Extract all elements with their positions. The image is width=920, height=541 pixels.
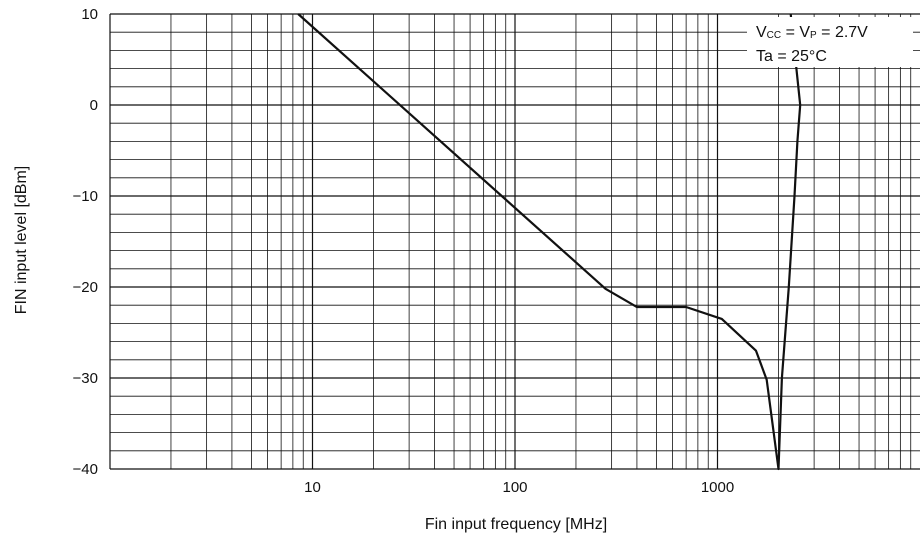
x-tick-label: 100	[502, 479, 527, 496]
y-tick-label: −10	[73, 188, 98, 205]
series-layer	[297, 13, 802, 471]
annotation-line-2: Ta = 25°C	[756, 48, 827, 65]
y-tick-label: −30	[73, 370, 98, 387]
y-tick-label: 0	[90, 97, 98, 114]
grid	[109, 13, 920, 470]
annotation-background	[747, 17, 913, 67]
y-tick-label: −40	[73, 461, 98, 478]
x-tick-labels: 10 100 1000	[304, 479, 734, 496]
series-line	[297, 13, 802, 471]
x-axis-title: Fin input frequency [MHz]	[425, 516, 607, 533]
annotation-line-1: VCC = VP = 2.7V	[756, 24, 868, 41]
y-tick-label: −20	[73, 279, 98, 296]
x-tick-label: 1000	[701, 479, 734, 496]
y-tick-labels: 10 0 −10 −20 −30 −40	[73, 6, 98, 478]
x-tick-label: 10	[304, 479, 321, 496]
y-axis-title: FIN input level [dBm]	[13, 166, 30, 315]
y-tick-label: 10	[81, 6, 98, 23]
